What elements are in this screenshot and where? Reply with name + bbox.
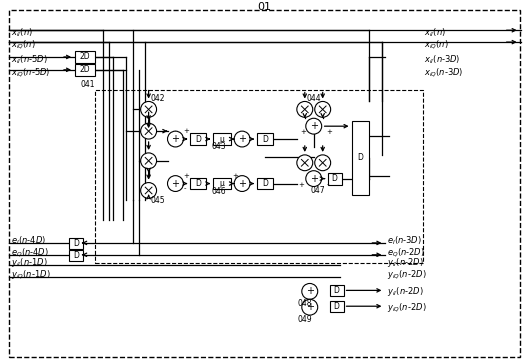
Bar (69, 250, 83, 261)
Text: -: - (184, 185, 186, 192)
Text: D: D (358, 153, 363, 162)
Bar (327, 173, 342, 184)
Text: 2D: 2D (80, 65, 90, 74)
Text: $y_{iI}(n\text{-}2D)$: $y_{iI}(n\text{-}2D)$ (387, 256, 424, 269)
Bar (213, 133, 231, 145)
Circle shape (306, 171, 322, 187)
Text: +: + (327, 129, 333, 135)
Text: +: + (171, 179, 179, 188)
Bar (257, 178, 273, 189)
Text: 044: 044 (307, 94, 322, 103)
Text: D: D (334, 286, 340, 295)
Bar (330, 301, 343, 312)
Text: 041: 041 (81, 80, 95, 89)
Circle shape (315, 155, 331, 171)
Text: D: D (262, 179, 268, 188)
Text: $x_{iQ}(n)$: $x_{iQ}(n)$ (424, 39, 449, 52)
Text: +: + (238, 179, 246, 188)
Circle shape (168, 131, 184, 147)
Bar (352, 121, 369, 195)
Text: $y_{iQ}(n\text{-}1D)$: $y_{iQ}(n\text{-}1D)$ (11, 268, 51, 281)
Circle shape (306, 118, 322, 134)
Text: +: + (306, 302, 314, 312)
Text: D: D (334, 302, 340, 311)
Text: 01: 01 (257, 3, 271, 12)
Text: $y_{iI}(n\text{-}2D)$: $y_{iI}(n\text{-}2D)$ (387, 285, 424, 298)
Text: μ: μ (220, 135, 225, 143)
Text: +: + (300, 129, 306, 135)
Text: +: + (298, 182, 304, 188)
Text: 2D: 2D (80, 52, 90, 61)
Text: $x_{iI}(n\text{-}3D)$: $x_{iI}(n\text{-}3D)$ (424, 54, 460, 66)
Bar (257, 133, 273, 145)
Text: $x_{iQ}(n\text{-}3D)$: $x_{iQ}(n\text{-}3D)$ (424, 66, 463, 79)
Text: 046: 046 (211, 187, 226, 196)
Text: $y_{iQ}(n\text{-}2D)$: $y_{iQ}(n\text{-}2D)$ (387, 268, 427, 281)
Bar (190, 178, 206, 189)
Circle shape (168, 176, 184, 191)
Text: $x_{iI}(n)$: $x_{iI}(n)$ (424, 27, 446, 40)
Text: 048: 048 (298, 299, 312, 308)
Bar (190, 133, 206, 145)
Text: 042: 042 (151, 94, 165, 103)
Circle shape (141, 153, 157, 169)
Text: +: + (184, 173, 189, 179)
Text: $e_I(n\text{-}3D)$: $e_I(n\text{-}3D)$ (387, 235, 422, 247)
Text: μ: μ (220, 179, 225, 188)
Text: 043: 043 (211, 142, 226, 151)
Bar (75, 64, 95, 76)
Text: $x_{iQ}(n\text{-}5D)$: $x_{iQ}(n\text{-}5D)$ (11, 66, 51, 79)
Text: $x_{iI}(n)$: $x_{iI}(n)$ (11, 27, 33, 40)
Circle shape (141, 123, 157, 139)
Circle shape (297, 101, 313, 117)
Text: +: + (310, 121, 318, 131)
Bar (213, 178, 231, 189)
Circle shape (302, 284, 318, 299)
Text: $x_{iQ}(n)$: $x_{iQ}(n)$ (11, 39, 36, 52)
Text: +: + (232, 173, 238, 179)
Circle shape (302, 299, 318, 315)
Circle shape (234, 131, 250, 147)
Bar (95, 90, 423, 263)
Text: $y_{iI}(n\text{-}1D)$: $y_{iI}(n\text{-}1D)$ (11, 256, 48, 269)
Text: +: + (184, 128, 189, 134)
Circle shape (297, 155, 313, 171)
Text: D: D (262, 135, 268, 143)
Text: D: D (195, 135, 202, 143)
Text: -: - (327, 182, 329, 188)
Text: $e_Q(n\text{-}4D)$: $e_Q(n\text{-}4D)$ (11, 246, 49, 259)
Text: D: D (332, 174, 338, 183)
Bar (330, 285, 343, 296)
Text: D: D (73, 239, 79, 248)
Text: D: D (73, 251, 79, 260)
Bar (75, 51, 95, 63)
Text: $y_{iQ}(n\text{-}2D)$: $y_{iQ}(n\text{-}2D)$ (387, 301, 427, 314)
Text: $x_{iI}(n\text{-}5D)$: $x_{iI}(n\text{-}5D)$ (11, 54, 48, 66)
Text: +: + (306, 286, 314, 296)
Text: +: + (238, 134, 246, 144)
Text: D: D (195, 179, 202, 188)
Text: +: + (171, 134, 179, 144)
Circle shape (141, 101, 157, 117)
Text: +: + (310, 174, 318, 184)
Circle shape (234, 176, 250, 191)
Bar (69, 238, 83, 249)
Text: 049: 049 (298, 315, 313, 323)
Text: 045: 045 (151, 196, 165, 205)
Text: 047: 047 (311, 186, 325, 195)
Text: $e_Q(n\text{-}2D)$: $e_Q(n\text{-}2D)$ (387, 246, 425, 259)
Circle shape (315, 101, 331, 117)
Circle shape (141, 183, 157, 199)
Text: $e_I(n\text{-}4D)$: $e_I(n\text{-}4D)$ (11, 235, 47, 247)
